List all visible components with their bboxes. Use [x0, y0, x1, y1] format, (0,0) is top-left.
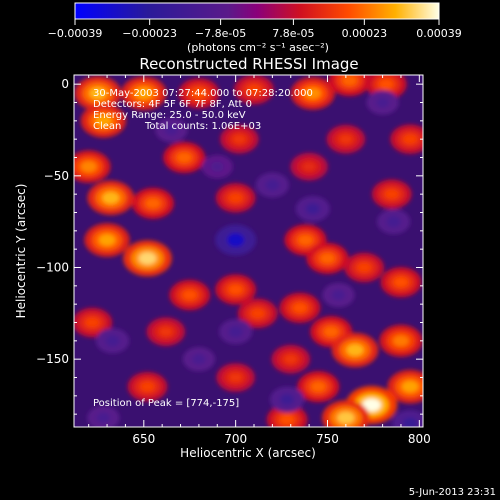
x-tick-label: 800 — [408, 432, 431, 446]
colorbar-unit-label: (photons cm⁻² s⁻¹ asec⁻²) — [187, 41, 329, 54]
axis-ticks: 650 700 750 800 0 −50 −100 −150 — [36, 75, 431, 446]
colorbar — [74, 2, 440, 20]
y-tick-label: −50 — [44, 169, 69, 183]
heatmap-blob — [326, 124, 366, 154]
y-axis-label: Heliocentric Y (arcsec) — [14, 184, 28, 319]
annotation-detectors: Detectors: 4F 5F 6F 7F 8F, Att 0 — [93, 99, 252, 110]
heatmap-blob — [344, 252, 385, 283]
heatmap-blob — [127, 371, 168, 402]
y-tick-label: −100 — [36, 261, 69, 275]
heatmap-blob — [306, 242, 349, 274]
heatmap-blob — [234, 75, 274, 105]
heatmap-blob — [132, 187, 174, 219]
heatmap-blob — [182, 347, 216, 372]
heatmap-blob — [366, 90, 399, 115]
heatmap-blob — [169, 279, 211, 311]
heatmap-blob — [80, 104, 126, 138]
heatmap-blob — [87, 405, 120, 427]
heatmap-blob — [297, 371, 340, 403]
colorbar-tick-label: −7.8e-05 — [195, 27, 246, 40]
y-tick-label: 0 — [61, 77, 69, 91]
heatmap-blob — [123, 240, 172, 277]
x-tick-label: 750 — [316, 432, 339, 446]
heatmap-blob — [376, 209, 411, 235]
heatmap-blob — [215, 274, 257, 305]
chart-title: Reconstructed RHESSI Image — [139, 55, 358, 73]
heatmap-blob — [215, 224, 257, 256]
colorbar-tick-label: −0.00023 — [122, 27, 177, 40]
heatmap-blob — [290, 77, 335, 110]
heatmap-blob — [390, 124, 423, 154]
annotation-peak: Position of Peak = [774,-175] — [93, 398, 239, 409]
heatmap-blob — [322, 282, 355, 308]
heatmap-blob — [74, 150, 111, 183]
heatmap-blob — [220, 124, 259, 154]
heatmap-blob — [392, 410, 423, 427]
colorbar-tick-label: 0.00023 — [342, 27, 388, 40]
y-tick-label: −150 — [36, 352, 69, 366]
heatmap-blob — [216, 363, 255, 392]
heatmap-blob — [87, 180, 134, 215]
heatmap-blob — [269, 386, 305, 413]
heatmap-blob — [266, 404, 308, 427]
heatmap-image — [74, 75, 423, 427]
x-tick-label: 650 — [132, 432, 155, 446]
heatmap-blob — [379, 324, 423, 357]
colorbar-tick-label: 7.8e-05 — [272, 27, 314, 40]
heatmap-blob — [155, 117, 188, 143]
heatmap-blob — [218, 319, 253, 345]
heatmap-blob — [271, 344, 311, 374]
heatmap-blob — [215, 183, 256, 213]
annotation-time-range: 30-May-2003 07:27:44.000 to 07:28:20.000 — [93, 88, 313, 99]
heatmap-blob — [380, 267, 422, 298]
annotation-method: Clean — [93, 121, 121, 132]
timestamp: 5-Jun-2013 23:31 — [409, 487, 496, 498]
heatmap-blob — [371, 179, 412, 209]
heatmap-blob — [95, 328, 130, 354]
heatmap-blob — [178, 78, 220, 109]
heatmap-blob — [279, 292, 321, 323]
heatmap-blob — [146, 317, 186, 346]
x-tick-label: 700 — [224, 432, 247, 446]
colorbar-tick-label: −0.00039 — [48, 27, 103, 40]
heatmap-blob — [201, 154, 233, 179]
heatmap-blob — [295, 195, 330, 222]
heatmap-blob — [255, 172, 290, 198]
heatmap-blob — [290, 152, 328, 181]
annotation-counts: Total counts: 1.06E+03 — [144, 121, 261, 132]
heatmap-blob — [74, 76, 122, 111]
heatmap-blob — [163, 141, 206, 174]
x-axis-label: Heliocentric X (arcsec) — [180, 446, 316, 460]
colorbar-tick-label: 0.00039 — [416, 27, 462, 40]
heatmap-blob — [237, 298, 278, 329]
annotation-energy: Energy Range: 25.0 - 50.0 keV — [93, 110, 246, 121]
heatmap-blob — [331, 332, 379, 368]
heatmap-blob — [387, 369, 423, 404]
heatmap-blob — [121, 76, 167, 111]
heatmap-blob — [84, 223, 130, 257]
plot-frame — [73, 74, 424, 428]
heatmap-blob — [74, 307, 113, 338]
heatmap-blob — [322, 400, 370, 427]
colorbar-ticks: −0.00039 −0.00023 −7.8e-05 7.8e-05 0.00023 0.… — [48, 19, 462, 40]
